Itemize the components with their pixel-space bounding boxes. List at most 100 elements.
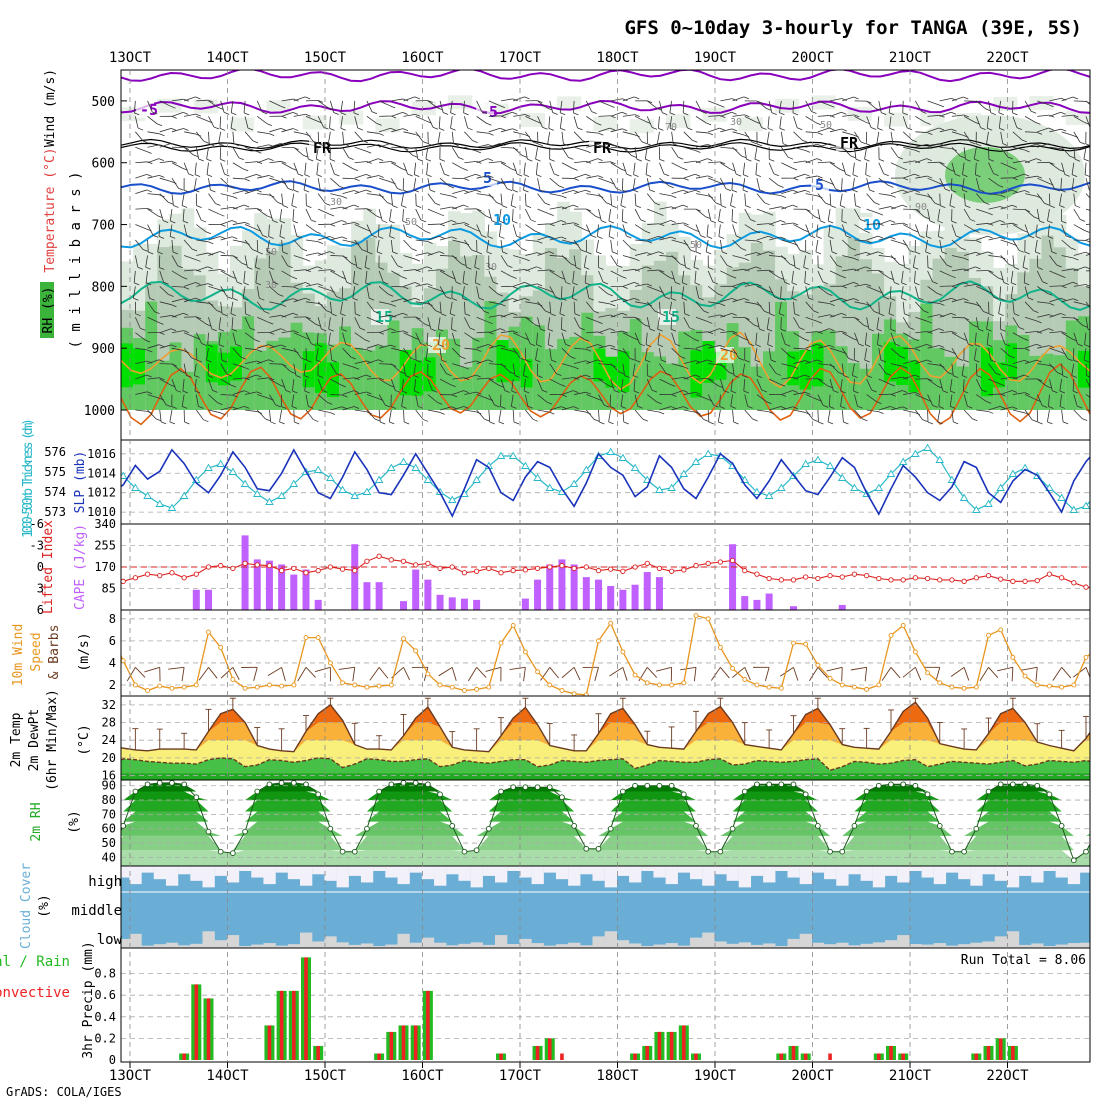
wind-barb <box>976 364 977 376</box>
precip-conv-bar <box>889 1046 893 1060</box>
cloud-high-clear <box>276 866 288 873</box>
wind-speed-line-point <box>450 685 454 689</box>
wind-speed-line-point <box>353 683 357 687</box>
wind-speed-line-point <box>328 661 332 665</box>
cloud-high-clear <box>1019 866 1031 876</box>
precip-conv-bar <box>658 1032 662 1060</box>
li-line-point <box>1072 581 1076 585</box>
rh-line-point <box>852 823 857 828</box>
rh-line-point <box>182 782 187 787</box>
date-label-bottom: 15OCT <box>304 1068 347 1084</box>
cape-bar <box>400 601 407 610</box>
rh-line-point <box>840 849 845 854</box>
cloud-low-bar <box>897 935 909 948</box>
precip-conv-bar <box>182 1054 186 1060</box>
rh-shade-70 <box>460 367 473 410</box>
li-line-point <box>1084 585 1088 589</box>
cloud-low-bar <box>788 939 800 948</box>
li-line-point <box>840 575 844 579</box>
cloud-low-bar <box>714 941 726 948</box>
cloud-low-bar <box>385 945 397 948</box>
li-line-point <box>365 559 369 563</box>
wind-speed-line-point <box>121 659 125 663</box>
precip-conv-bar <box>304 957 308 1060</box>
rh-shade-upper <box>702 108 726 122</box>
cape-tick: 340 <box>94 517 116 531</box>
li-line-point <box>633 565 637 569</box>
cloud-low-bar <box>605 931 617 948</box>
rh-contour-label: 30 <box>485 262 497 273</box>
cloud-low-bar <box>812 943 824 948</box>
rh-line-point <box>803 792 808 797</box>
rh-line-point <box>864 789 869 794</box>
cape-bar <box>741 596 748 610</box>
date-label-top: 16OCT <box>401 50 444 66</box>
wind-barb <box>318 132 319 144</box>
thickness-tick: 574 <box>44 485 66 499</box>
cloud-high-clear <box>154 866 166 879</box>
wind-speed-line-point <box>170 686 174 690</box>
wind-speed-line-point <box>304 636 308 640</box>
isotherm-label: FR <box>840 134 859 152</box>
wind-speed-line-point <box>572 692 576 696</box>
cloud-low-bar <box>556 944 568 948</box>
cloud-high-clear <box>922 866 934 878</box>
cloud-high-clear <box>203 866 215 887</box>
cloud-low-bar <box>824 944 836 948</box>
li-line-point <box>755 572 759 576</box>
li-line-point <box>657 566 661 570</box>
li-line-point <box>767 576 771 580</box>
li-line-point <box>158 573 162 577</box>
wind-speed-line-point <box>987 633 991 637</box>
rh-line-point <box>230 851 235 856</box>
upper-temp-label: Temperature (°C) <box>43 147 58 272</box>
date-label-top: 15OCT <box>304 50 347 66</box>
wind-speed-line-point <box>779 686 783 690</box>
wind-speed-line-point <box>633 673 637 677</box>
precip-conv-bar <box>292 991 296 1060</box>
rh-line-point <box>511 785 516 790</box>
rh-line-point <box>791 782 796 787</box>
cloud-low-bar <box>288 944 300 948</box>
rh-shade-70 <box>157 361 170 410</box>
cloud-low-bar <box>995 936 1007 948</box>
precip-conv-bar <box>1011 1046 1015 1060</box>
wind-speed-line-point <box>182 685 186 689</box>
wind-speed-line-point <box>280 684 284 688</box>
wind-barb <box>294 410 295 422</box>
wind-tick: 6 <box>109 634 116 648</box>
cloud-low-bar <box>507 944 519 948</box>
cape-bar <box>205 590 212 610</box>
pressure-tick: 800 <box>92 280 115 295</box>
wind-speed-line-point <box>487 685 491 689</box>
rh-shade-70 <box>1042 354 1055 410</box>
li-line-point <box>1023 579 1027 583</box>
cloud-low-bar <box>422 938 434 948</box>
pressure-tick: 1000 <box>84 404 115 419</box>
cape-tick: 255 <box>94 539 116 553</box>
cloud-low-bar <box>410 943 422 948</box>
cloud-high-clear <box>909 866 921 871</box>
cloud-high-clear <box>166 866 178 886</box>
li-line-point <box>901 578 905 582</box>
cloud-high-clear <box>458 866 470 881</box>
wind-barb <box>940 194 941 206</box>
li-line-point <box>328 565 332 569</box>
rh2m-unit: (%) <box>67 810 82 833</box>
cloud-high-clear <box>312 866 324 874</box>
precip-conv-bar <box>987 1046 991 1060</box>
cloud-low-bar <box>203 931 215 948</box>
rh-line-point <box>901 782 906 787</box>
cloud-low-bar <box>909 944 921 948</box>
temp-tick: 32 <box>102 698 116 712</box>
wind-speed-line-point <box>536 670 540 674</box>
li-line-point <box>694 563 698 567</box>
rh-line-point <box>608 826 613 831</box>
li-line-point <box>791 578 795 582</box>
wind10m-barbs-label: & Barbs <box>47 625 62 680</box>
li-line-point <box>462 571 466 575</box>
rh2m-label: 2m RH <box>29 802 44 841</box>
cloud-high-clear <box>995 866 1007 881</box>
cloud-low-bar <box>934 943 946 948</box>
rh-line-point <box>657 783 662 788</box>
